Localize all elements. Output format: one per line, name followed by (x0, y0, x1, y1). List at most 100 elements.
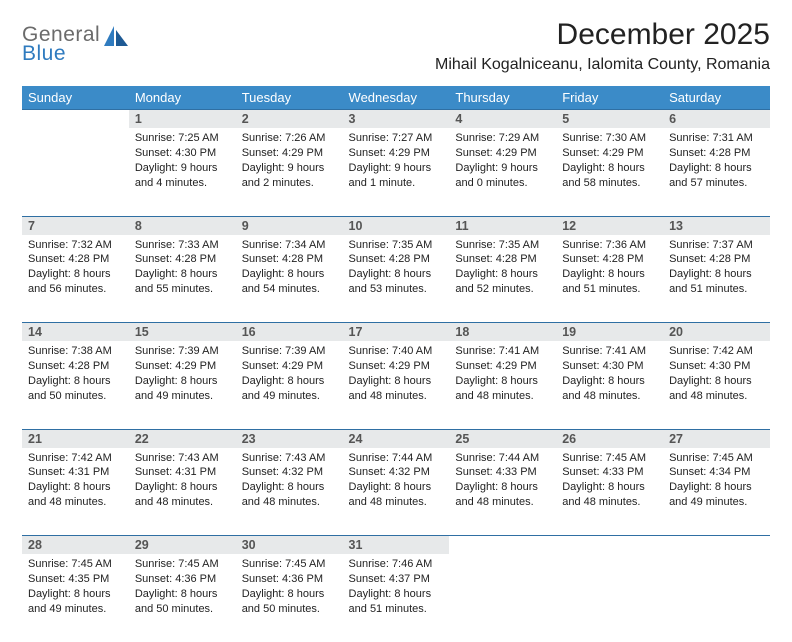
sunrise-text: Sunrise: 7:39 AM (242, 344, 337, 359)
sunrise-text: Sunrise: 7:27 AM (349, 131, 444, 146)
day-number: 25 (449, 429, 556, 448)
day-number: 26 (556, 429, 663, 448)
day-cell: Sunrise: 7:39 AMSunset: 4:29 PMDaylight:… (236, 341, 343, 429)
day-cell: Sunrise: 7:35 AMSunset: 4:28 PMDaylight:… (449, 235, 556, 323)
day-number: 18 (449, 323, 556, 342)
sunset-text: Sunset: 4:36 PM (242, 572, 337, 587)
weekday-header: Sunday (22, 86, 129, 110)
day-number: 12 (556, 216, 663, 235)
sunset-text: Sunset: 4:32 PM (349, 465, 444, 480)
daylight-text: Daylight: 8 hours and 48 minutes. (562, 374, 657, 404)
daylight-text: Daylight: 9 hours and 0 minutes. (455, 161, 550, 191)
day-number: 2 (236, 110, 343, 129)
sunrise-text: Sunrise: 7:44 AM (349, 451, 444, 466)
location-subtitle: Mihail Kogalniceanu, Ialomita County, Ro… (435, 56, 770, 74)
day-number: 22 (129, 429, 236, 448)
daylight-text: Daylight: 8 hours and 50 minutes. (28, 374, 123, 404)
daylight-text: Daylight: 8 hours and 49 minutes. (135, 374, 230, 404)
sunset-text: Sunset: 4:36 PM (135, 572, 230, 587)
sunset-text: Sunset: 4:30 PM (135, 146, 230, 161)
day-cell: Sunrise: 7:46 AMSunset: 4:37 PMDaylight:… (343, 554, 450, 642)
day-content-row: Sunrise: 7:38 AMSunset: 4:28 PMDaylight:… (22, 341, 770, 429)
day-cell: Sunrise: 7:38 AMSunset: 4:28 PMDaylight:… (22, 341, 129, 429)
sunrise-text: Sunrise: 7:41 AM (455, 344, 550, 359)
day-number: 5 (556, 110, 663, 129)
day-cell: Sunrise: 7:45 AMSunset: 4:35 PMDaylight:… (22, 554, 129, 642)
day-cell: Sunrise: 7:32 AMSunset: 4:28 PMDaylight:… (22, 235, 129, 323)
weekday-header: Saturday (663, 86, 770, 110)
day-number-row: 123456 (22, 110, 770, 129)
daylight-text: Daylight: 9 hours and 1 minute. (349, 161, 444, 191)
day-cell: Sunrise: 7:40 AMSunset: 4:29 PMDaylight:… (343, 341, 450, 429)
sunrise-text: Sunrise: 7:30 AM (562, 131, 657, 146)
day-number: 24 (343, 429, 450, 448)
sunset-text: Sunset: 4:29 PM (349, 146, 444, 161)
sunrise-text: Sunrise: 7:26 AM (242, 131, 337, 146)
sunrise-text: Sunrise: 7:45 AM (669, 451, 764, 466)
sunrise-text: Sunrise: 7:29 AM (455, 131, 550, 146)
daylight-text: Daylight: 8 hours and 54 minutes. (242, 267, 337, 297)
sunset-text: Sunset: 4:29 PM (242, 146, 337, 161)
weekday-header: Monday (129, 86, 236, 110)
sunrise-text: Sunrise: 7:43 AM (242, 451, 337, 466)
daylight-text: Daylight: 8 hours and 52 minutes. (455, 267, 550, 297)
sunset-text: Sunset: 4:31 PM (135, 465, 230, 480)
day-cell: Sunrise: 7:33 AMSunset: 4:28 PMDaylight:… (129, 235, 236, 323)
sunrise-text: Sunrise: 7:40 AM (349, 344, 444, 359)
daylight-text: Daylight: 8 hours and 48 minutes. (455, 374, 550, 404)
sunrise-text: Sunrise: 7:36 AM (562, 238, 657, 253)
sunrise-text: Sunrise: 7:45 AM (135, 557, 230, 572)
sunset-text: Sunset: 4:33 PM (455, 465, 550, 480)
day-cell: Sunrise: 7:36 AMSunset: 4:28 PMDaylight:… (556, 235, 663, 323)
sunset-text: Sunset: 4:28 PM (28, 359, 123, 374)
sunrise-text: Sunrise: 7:42 AM (28, 451, 123, 466)
day-number: 21 (22, 429, 129, 448)
logo-line2: Blue (22, 43, 100, 64)
sunrise-text: Sunrise: 7:42 AM (669, 344, 764, 359)
sunset-text: Sunset: 4:32 PM (242, 465, 337, 480)
day-cell: Sunrise: 7:31 AMSunset: 4:28 PMDaylight:… (663, 128, 770, 216)
day-number: 10 (343, 216, 450, 235)
day-cell: Sunrise: 7:45 AMSunset: 4:36 PMDaylight:… (129, 554, 236, 642)
sunrise-text: Sunrise: 7:39 AM (135, 344, 230, 359)
daylight-text: Daylight: 8 hours and 48 minutes. (135, 480, 230, 510)
day-number: 9 (236, 216, 343, 235)
sunset-text: Sunset: 4:28 PM (28, 252, 123, 267)
day-number: 14 (22, 323, 129, 342)
day-cell: Sunrise: 7:25 AMSunset: 4:30 PMDaylight:… (129, 128, 236, 216)
day-number: 28 (22, 536, 129, 555)
header: General Blue December 2025 Mihail Kogaln… (22, 18, 770, 74)
day-number: 11 (449, 216, 556, 235)
daylight-text: Daylight: 8 hours and 55 minutes. (135, 267, 230, 297)
sunset-text: Sunset: 4:33 PM (562, 465, 657, 480)
sunset-text: Sunset: 4:28 PM (135, 252, 230, 267)
day-cell (663, 554, 770, 642)
sunset-text: Sunset: 4:28 PM (669, 146, 764, 161)
logo-text: General Blue (22, 24, 100, 64)
weekday-header: Friday (556, 86, 663, 110)
day-cell: Sunrise: 7:44 AMSunset: 4:33 PMDaylight:… (449, 448, 556, 536)
sunrise-text: Sunrise: 7:34 AM (242, 238, 337, 253)
day-number: 29 (129, 536, 236, 555)
daylight-text: Daylight: 8 hours and 57 minutes. (669, 161, 764, 191)
day-number: 8 (129, 216, 236, 235)
sunrise-text: Sunrise: 7:37 AM (669, 238, 764, 253)
calendar-head: SundayMondayTuesdayWednesdayThursdayFrid… (22, 86, 770, 110)
sunset-text: Sunset: 4:29 PM (455, 359, 550, 374)
daylight-text: Daylight: 8 hours and 51 minutes. (669, 267, 764, 297)
day-cell: Sunrise: 7:45 AMSunset: 4:36 PMDaylight:… (236, 554, 343, 642)
sunrise-text: Sunrise: 7:45 AM (562, 451, 657, 466)
sunrise-text: Sunrise: 7:33 AM (135, 238, 230, 253)
day-cell: Sunrise: 7:42 AMSunset: 4:31 PMDaylight:… (22, 448, 129, 536)
day-number: 20 (663, 323, 770, 342)
day-number: 17 (343, 323, 450, 342)
day-number-row: 21222324252627 (22, 429, 770, 448)
day-cell: Sunrise: 7:43 AMSunset: 4:32 PMDaylight:… (236, 448, 343, 536)
day-number: 23 (236, 429, 343, 448)
sunrise-text: Sunrise: 7:35 AM (455, 238, 550, 253)
day-number (449, 536, 556, 555)
sunrise-text: Sunrise: 7:25 AM (135, 131, 230, 146)
daylight-text: Daylight: 8 hours and 48 minutes. (242, 480, 337, 510)
sunset-text: Sunset: 4:37 PM (349, 572, 444, 587)
daylight-text: Daylight: 8 hours and 53 minutes. (349, 267, 444, 297)
